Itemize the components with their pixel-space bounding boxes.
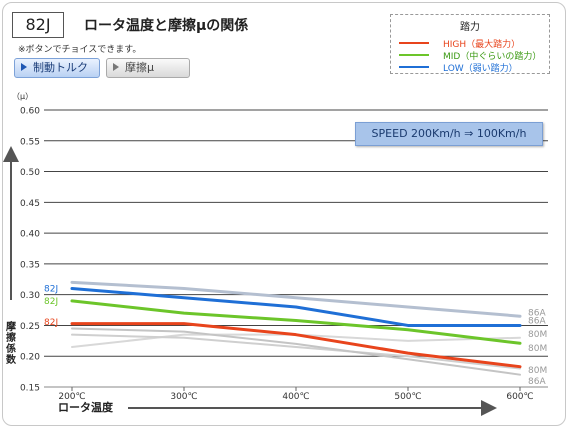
- legend-swatch: [399, 42, 429, 44]
- legend: 踏力 HIGH（最大踏力） MID（中ぐらいの踏力） LOW（弱い踏力）: [390, 14, 550, 74]
- y-tick-label: 0.50: [20, 168, 40, 178]
- y-tick-label: 0.55: [20, 137, 40, 147]
- y-tick-label: 0.30: [20, 291, 40, 301]
- x-axis-label: ロータ温度: [58, 400, 114, 414]
- series-label: 80M: [528, 366, 547, 376]
- legend-item-mid: MID（中ぐらいの踏力）: [399, 49, 542, 62]
- series-label: 86A: [528, 377, 546, 387]
- legend-label: HIGH（最大踏力）: [443, 40, 521, 50]
- y-tick-label: 0.35: [20, 260, 40, 270]
- legend-label: LOW（弱い踏力）: [443, 64, 518, 74]
- y-axis-label-char: 数: [6, 353, 17, 366]
- y-axis-label-char: 擦: [6, 331, 16, 344]
- series-line: [70, 322, 522, 369]
- series-label: 82J: [44, 285, 58, 295]
- product-code: 82J: [12, 12, 64, 38]
- series-line: [70, 287, 522, 327]
- play-icon: [113, 63, 119, 71]
- play-icon: [21, 63, 27, 71]
- y-tick-label: 0.45: [20, 199, 40, 209]
- x-tick-label: 400℃: [282, 392, 309, 402]
- tab-label: 摩擦μ: [125, 61, 154, 74]
- series-label: 80M: [528, 344, 547, 354]
- y-axis-label-char: 係: [6, 342, 16, 355]
- legend-swatch: [399, 54, 429, 56]
- x-tick-label: 200℃: [58, 392, 85, 402]
- x-tick-label: 500℃: [394, 392, 421, 402]
- legend-title: 踏力: [460, 22, 480, 33]
- legend-swatch: [399, 66, 429, 68]
- series-line: [70, 280, 522, 318]
- y-axis-label-char: 摩: [6, 320, 17, 333]
- series-label: 86A: [528, 317, 546, 327]
- y-tick-label: 0.20: [20, 353, 40, 363]
- choice-note: ※ボタンでチョイスできます。: [18, 45, 142, 55]
- x-tick-label: 300℃: [170, 392, 197, 402]
- series-label: 82J: [44, 318, 58, 328]
- legend-item-high: HIGH（最大踏力）: [399, 37, 521, 50]
- series-label: 82J: [44, 297, 58, 307]
- speed-label: SPEED 200Km/h ⇒ 100Km/h: [355, 122, 543, 146]
- y-unit-label: （μ）: [12, 92, 33, 101]
- series-line: [70, 299, 522, 345]
- y-tick-label: 0.60: [20, 107, 40, 117]
- y-tick-label: 0.40: [20, 230, 40, 240]
- x-tick-label: 600℃: [506, 392, 533, 402]
- tab-friction-mu[interactable]: 摩擦μ: [106, 58, 190, 78]
- legend-item-low: LOW（弱い踏力）: [399, 61, 518, 74]
- legend-label: MID（中ぐらいの踏力）: [443, 52, 542, 62]
- series-line: [71, 327, 521, 376]
- series-line: [71, 333, 521, 370]
- tab-braking-torque[interactable]: 制動トルク: [14, 58, 100, 78]
- y-tick-label: 0.15: [20, 384, 40, 394]
- series-label: 86A: [528, 309, 546, 319]
- tab-label: 制動トルク: [33, 61, 88, 74]
- page-title: ロータ温度と摩擦μの関係: [84, 18, 249, 34]
- y-tick-label: 0.25: [20, 322, 40, 332]
- series-label: 80M: [528, 330, 547, 340]
